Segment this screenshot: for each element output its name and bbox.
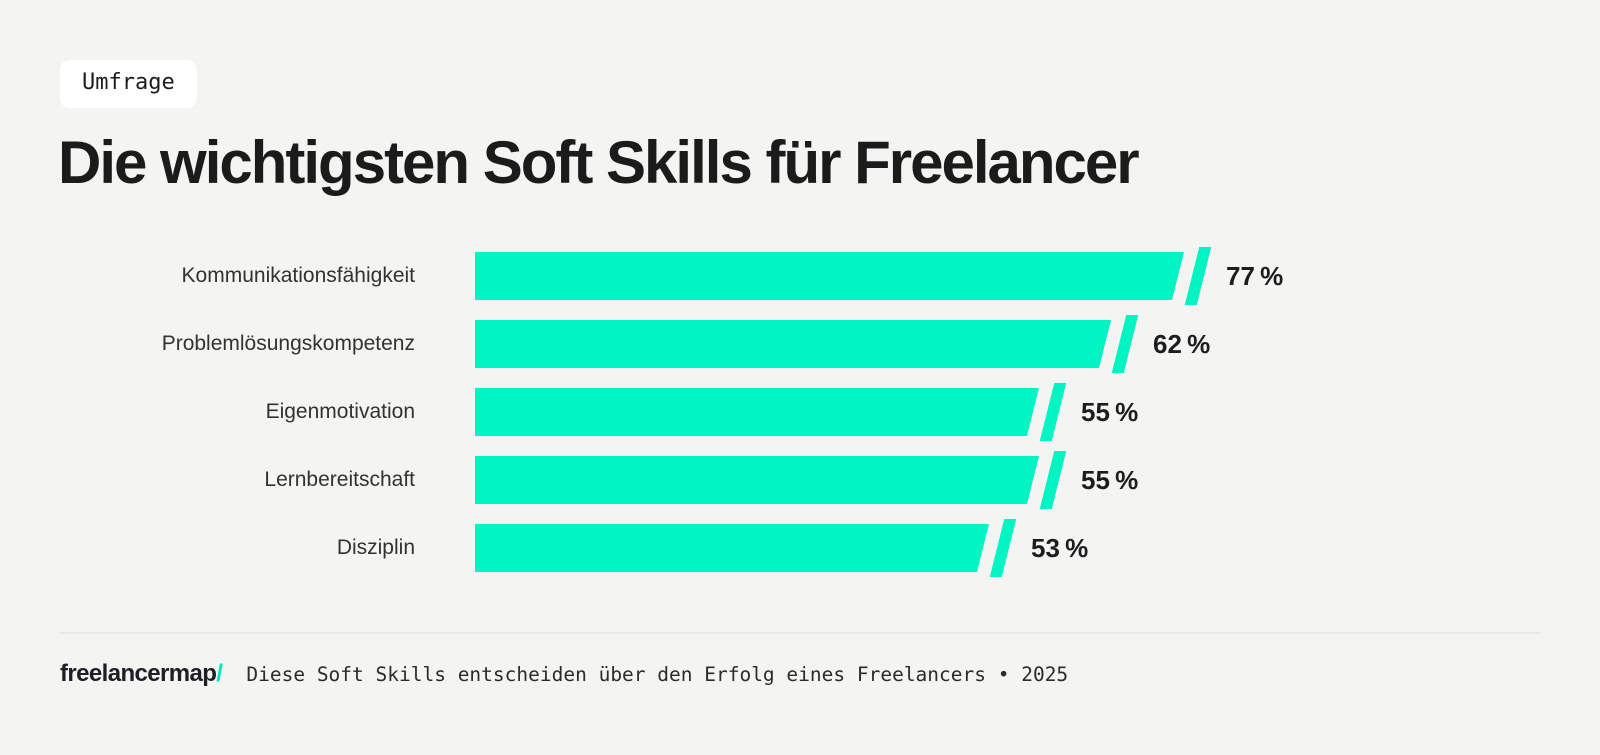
bar-value: 62 % bbox=[1153, 328, 1211, 359]
page-title: Die wichtigsten Soft Skills für Freelanc… bbox=[58, 129, 1140, 196]
footer-divider bbox=[60, 632, 1540, 634]
bar-value: 55 % bbox=[1081, 396, 1139, 427]
bar-value: 55 % bbox=[1081, 464, 1139, 495]
footer: freelancermap/ Diese Soft Skills entsche… bbox=[60, 660, 1600, 688]
bar-label: Lernbereitschaft bbox=[264, 468, 415, 491]
bar bbox=[475, 252, 1184, 300]
logo-slash-icon: / bbox=[216, 660, 223, 687]
source-caption: Diese Soft Skills entscheiden über den E… bbox=[246, 663, 1069, 686]
bar-slash-icon bbox=[989, 519, 1017, 577]
bar-value: 53 % bbox=[1031, 532, 1089, 563]
bar bbox=[475, 388, 1039, 436]
bar-row: Lernbereitschaft 55 % bbox=[60, 451, 1600, 509]
logo-text: freelancermap bbox=[60, 660, 217, 687]
bar-row: Eigenmotivation 55 % bbox=[60, 383, 1600, 441]
bar-label: Disziplin bbox=[336, 536, 415, 559]
bar-slash-icon bbox=[1184, 247, 1212, 305]
bar-label: Kommunikationsfähigkeit bbox=[181, 264, 415, 287]
bar bbox=[475, 524, 989, 572]
bar-value: 77 % bbox=[1226, 260, 1284, 291]
freelancermap-logo: freelancermap/ bbox=[60, 660, 223, 688]
bar bbox=[475, 320, 1111, 368]
bar-row: Disziplin 53 % bbox=[60, 519, 1600, 577]
bar bbox=[475, 456, 1039, 504]
bar-slash-icon bbox=[1039, 451, 1067, 509]
bar-label: Problemlösungskompetenz bbox=[161, 332, 415, 355]
bar-row: Kommunikationsfähigkeit 77 % bbox=[60, 247, 1600, 305]
bar-slash-icon bbox=[1111, 315, 1139, 373]
category-badge: Umfrage bbox=[60, 60, 197, 108]
bar-chart: Kommunikationsfähigkeit 77 % Problemlösung… bbox=[60, 247, 1600, 577]
bar-row: Problemlösungskompetenz 62 % bbox=[60, 315, 1600, 373]
bar-label: Eigenmotivation bbox=[265, 400, 415, 423]
bar-slash-icon bbox=[1039, 383, 1067, 441]
